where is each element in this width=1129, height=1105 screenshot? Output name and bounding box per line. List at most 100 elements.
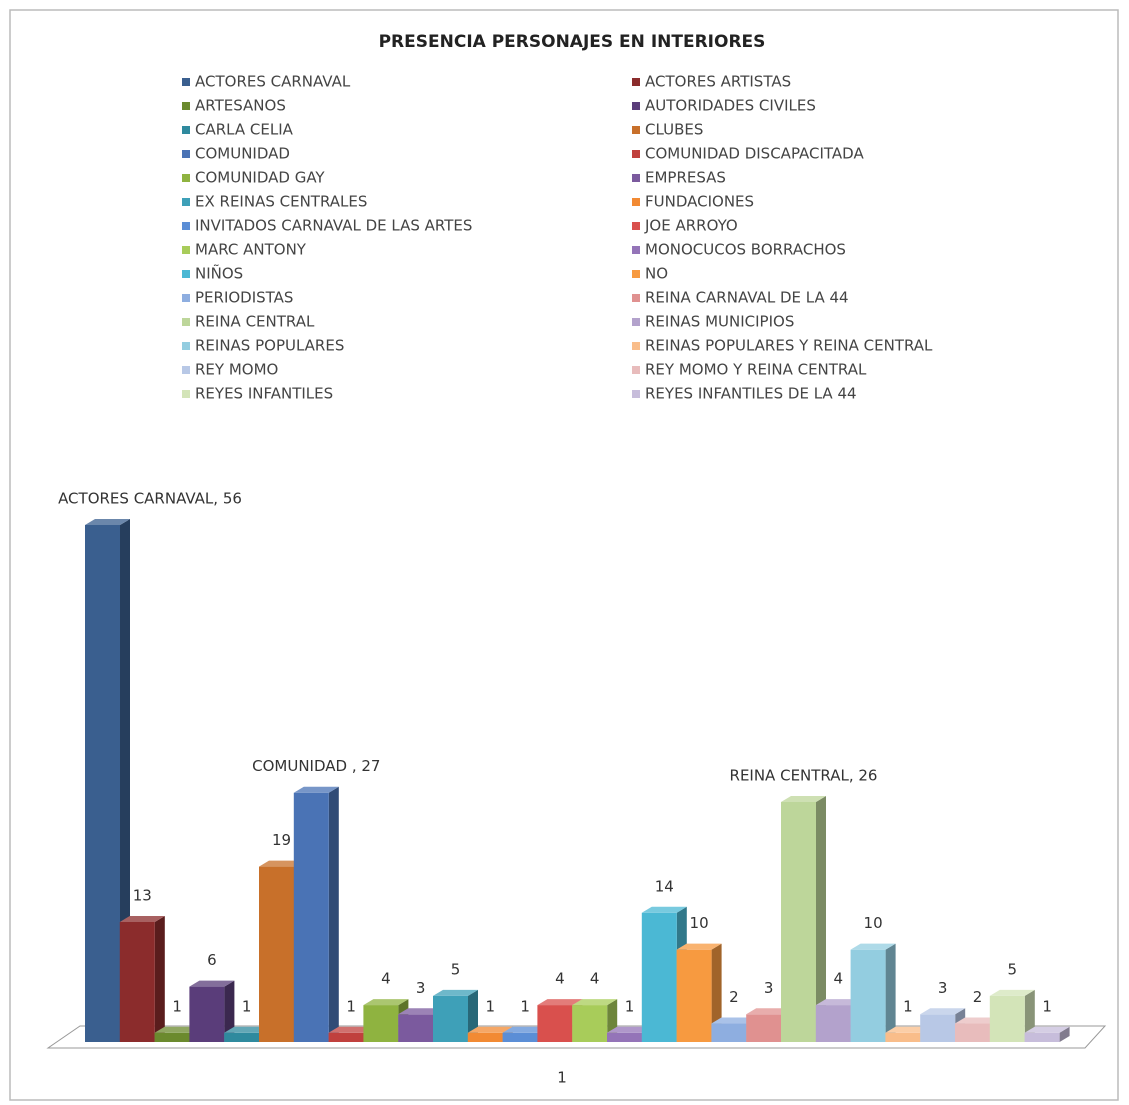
bar-side [711, 943, 722, 1042]
legend-marker [632, 366, 640, 374]
bar-top [154, 1026, 200, 1033]
bar-top [293, 786, 339, 793]
data-label: 3 [938, 979, 948, 997]
legend-marker [182, 342, 190, 350]
bar [989, 995, 1025, 1042]
bar-top [676, 943, 722, 950]
legend-marker [182, 174, 190, 182]
data-label: 4 [590, 970, 600, 988]
legend-label: REINAS POPULARES [195, 337, 344, 355]
data-label: 1 [486, 997, 496, 1015]
legend-label: REINA CARNAVAL DE LA 44 [645, 289, 849, 307]
bar [154, 1032, 190, 1042]
x-tick-label: 1 [557, 1069, 567, 1087]
bar-top [433, 989, 478, 996]
legend-marker [632, 222, 640, 230]
bar-top [502, 1026, 548, 1033]
legend-label: REINAS POPULARES Y REINA CENTRAL [645, 337, 933, 355]
bar-top [955, 1017, 1000, 1024]
data-label: 19 [272, 831, 291, 849]
data-label: 1 [625, 997, 635, 1015]
data-label: 2 [973, 988, 983, 1006]
legend-label: EMPRESAS [645, 169, 726, 187]
legend-marker [182, 126, 190, 134]
bar [502, 1032, 538, 1042]
bar-top [85, 519, 130, 525]
legend-label: ACTORES ARTISTAS [645, 73, 791, 91]
bar [955, 1023, 990, 1042]
data-label: 1 [242, 997, 252, 1015]
bar-side [120, 519, 130, 1042]
legend-label: REY MOMO [195, 361, 278, 379]
bar [224, 1032, 260, 1042]
legend-marker [182, 78, 190, 86]
legend-marker [182, 390, 190, 398]
data-label: 2 [729, 988, 739, 1006]
bar [119, 921, 155, 1042]
data-label: 1 [1042, 997, 1052, 1015]
legend-marker [632, 102, 640, 110]
data-label: 1 [346, 997, 356, 1015]
bar-top [781, 795, 826, 802]
bar-side [1059, 1026, 1070, 1042]
data-label: 4 [381, 970, 391, 988]
bar [781, 801, 816, 1042]
bar-top [467, 1026, 513, 1033]
legend-label: AUTORIDADES CIVILES [645, 97, 816, 115]
data-label: REINA CENTRAL, 26 [730, 766, 878, 784]
bar-top [537, 999, 583, 1006]
legend-marker [182, 246, 190, 254]
bar-side [816, 795, 826, 1042]
data-label: 1 [903, 997, 913, 1015]
data-label: 1 [520, 997, 530, 1015]
legend-marker [182, 318, 190, 326]
legend-marker [182, 222, 190, 230]
bar [607, 1032, 642, 1042]
bar [293, 792, 329, 1042]
data-label: 5 [1008, 960, 1018, 978]
bar [711, 1023, 747, 1042]
bar [1024, 1032, 1060, 1042]
legend-marker [182, 270, 190, 278]
bar-top [572, 999, 618, 1006]
data-label: ACTORES CARNAVAL, 56 [58, 490, 242, 508]
bar [641, 912, 677, 1042]
legend-marker [632, 342, 640, 350]
bar [815, 1005, 851, 1042]
bar [467, 1032, 503, 1042]
legend-label: CLUBES [645, 121, 703, 139]
legend-marker [632, 174, 640, 182]
data-label: 6 [207, 951, 217, 969]
legend-marker [182, 366, 190, 374]
data-label: 5 [451, 960, 461, 978]
legend-label: INVITADOS CARNAVAL DE LAS ARTES [195, 217, 472, 235]
bar [85, 525, 120, 1042]
legend-label: ACTORES CARNAVAL [195, 73, 351, 91]
bar [363, 1005, 399, 1042]
bar [189, 986, 225, 1042]
legend-label: CARLA CELIA [195, 121, 294, 139]
legend-marker [632, 318, 640, 326]
data-label: 4 [834, 970, 844, 988]
legend-label: MARC ANTONY [195, 241, 307, 259]
bar-top [641, 906, 687, 913]
bar-top [363, 999, 409, 1006]
legend-marker [632, 126, 640, 134]
data-label: 10 [690, 914, 709, 932]
bar-top [1024, 1026, 1070, 1033]
bar [850, 949, 886, 1042]
bar-top [746, 1008, 792, 1015]
legend-label: FUNDACIONES [645, 193, 754, 211]
data-label: 3 [416, 979, 426, 997]
bar-top [119, 915, 165, 922]
bar [676, 949, 712, 1042]
bar-top [885, 1026, 931, 1033]
legend-marker [632, 246, 640, 254]
bar-top [189, 980, 235, 987]
data-label: 14 [655, 877, 674, 895]
legend-marker [182, 102, 190, 110]
bar-top [711, 1017, 757, 1024]
bar-top [259, 860, 304, 867]
bar-top [398, 1008, 444, 1015]
